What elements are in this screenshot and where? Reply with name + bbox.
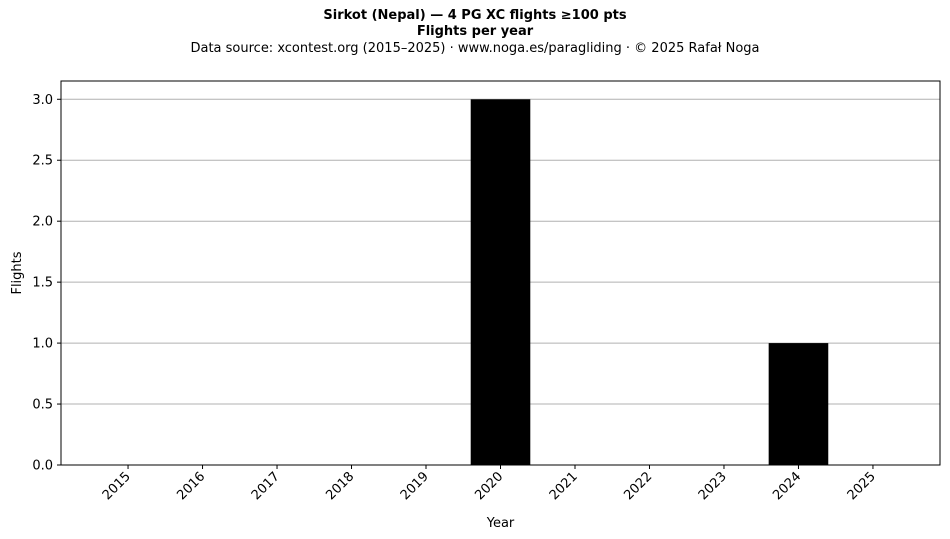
y-tick-label-4: 2.0 — [32, 215, 53, 230]
y-axis: 0.0 0.5 1.0 1.5 2.0 2.5 3.0 — [32, 93, 61, 474]
bar-2020 — [470, 99, 531, 466]
x-tick-label-2022: 2022 — [621, 469, 655, 503]
chart-subtitle: Flights per year — [416, 24, 534, 39]
chart-title: Sirkot (Nepal) — 4 PG XC flights ≥100 pt… — [323, 8, 627, 23]
x-axis-label: Year — [486, 516, 515, 531]
y-tick-label-2: 1.0 — [32, 337, 53, 352]
bars — [470, 99, 829, 466]
x-axis: 2015 2016 2017 2018 2019 2020 2021 2022 2023 2024… — [100, 465, 879, 503]
x-tick-label-2016: 2016 — [174, 469, 208, 503]
x-tick-label-2025: 2025 — [845, 469, 879, 503]
y-tick-label-3: 1.5 — [32, 276, 53, 291]
x-tick-label-2024: 2024 — [770, 469, 804, 503]
y-tick-label-5: 2.5 — [32, 154, 53, 169]
x-tick-label-2017: 2017 — [249, 469, 283, 503]
chart-title-block: Sirkot (Nepal) — 4 PG XC flights ≥100 pt… — [0, 8, 950, 58]
x-tick-label-2020: 2020 — [472, 469, 506, 503]
bar-2024 — [768, 343, 829, 465]
y-tick-label-6: 3.0 — [32, 93, 53, 108]
y-tick-label-0: 0.0 — [32, 459, 53, 474]
x-tick-label-2018: 2018 — [323, 469, 357, 503]
y-axis-label: Flights — [10, 251, 25, 294]
chart-source: Data source: xcontest.org (2015–2025) · … — [190, 41, 760, 56]
x-tick-label-2023: 2023 — [696, 469, 730, 503]
x-tick-label-2015: 2015 — [100, 469, 134, 503]
y-tick-label-1: 0.5 — [32, 398, 53, 413]
x-tick-label-2021: 2021 — [547, 469, 581, 503]
x-tick-label-2019: 2019 — [398, 469, 432, 503]
